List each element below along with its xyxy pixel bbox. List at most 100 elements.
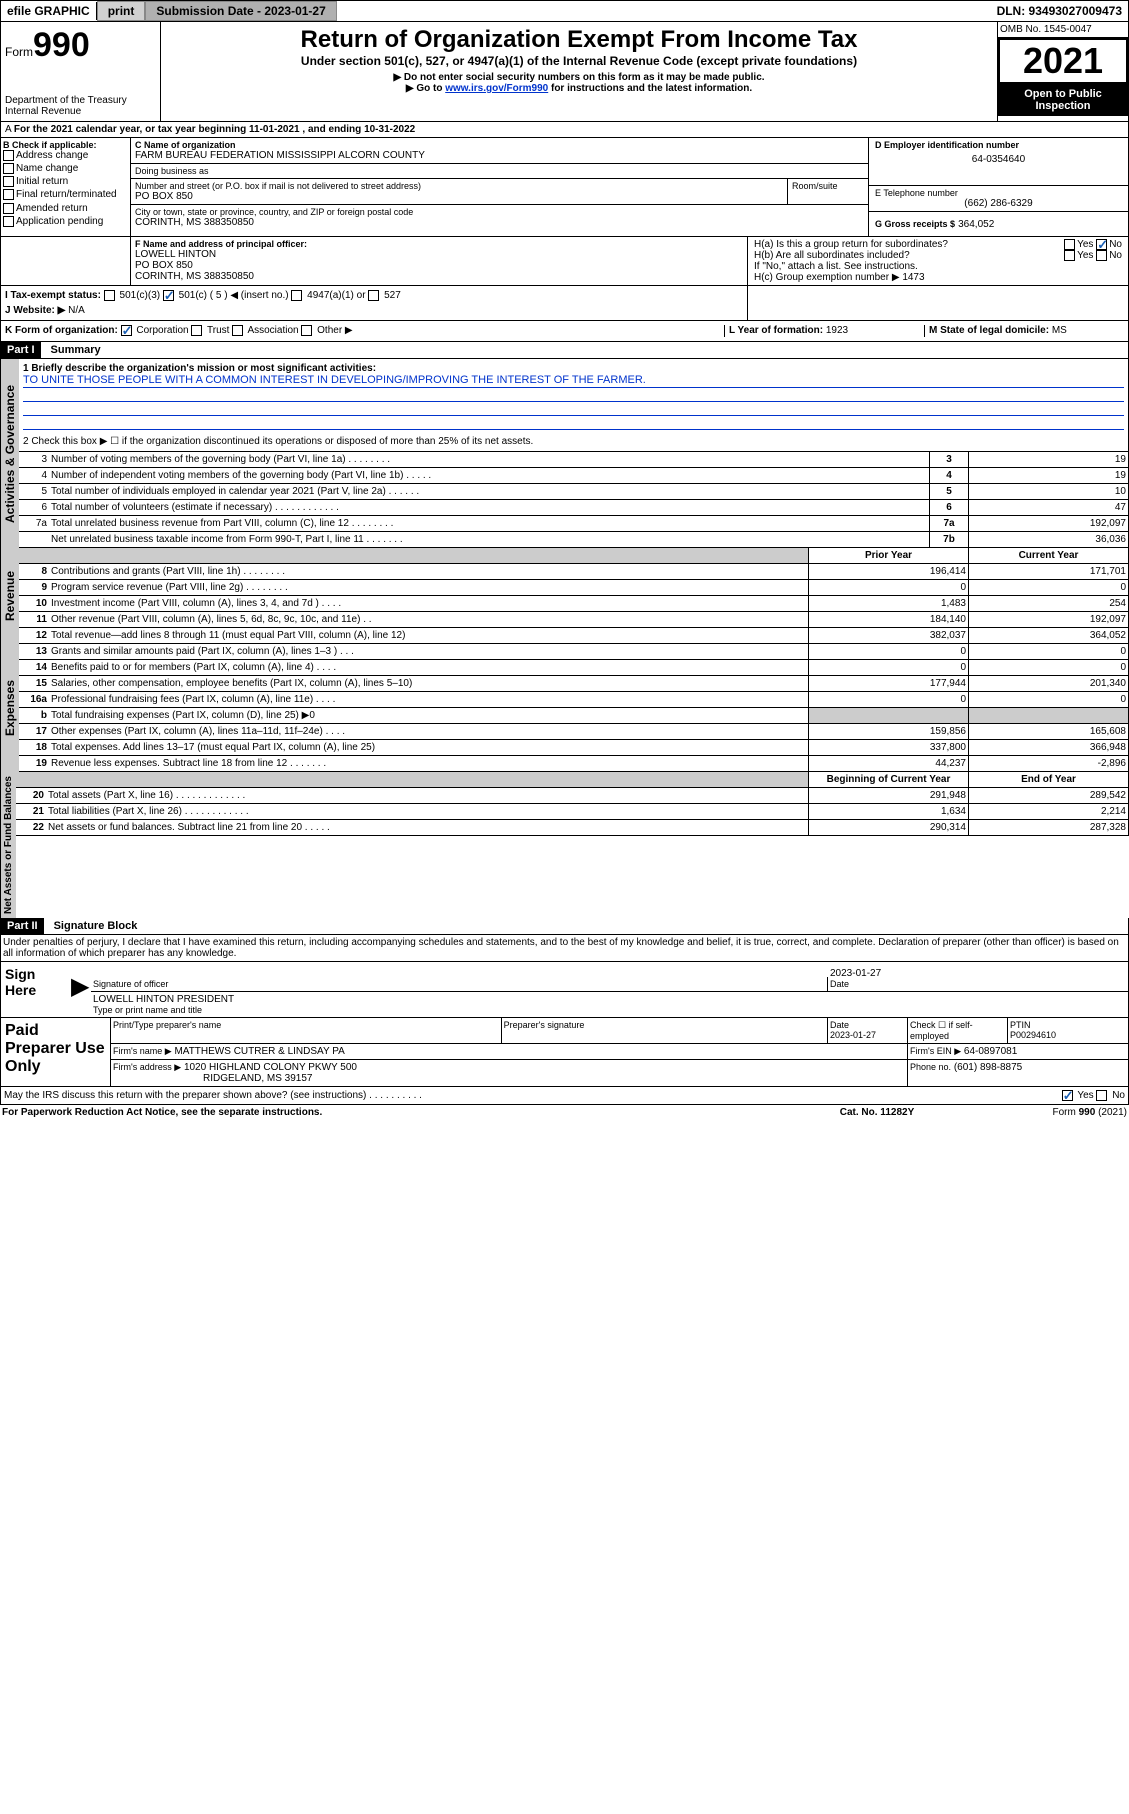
i-501c3-check[interactable] — [104, 290, 115, 301]
website-value: N/A — [68, 305, 85, 316]
prep-h2: Date — [830, 1020, 849, 1030]
i-527-check[interactable] — [368, 290, 379, 301]
prior-year-value: 291,948 — [809, 788, 969, 803]
k-assoc-check[interactable] — [232, 325, 243, 336]
check-address-change[interactable] — [3, 150, 14, 161]
row-box: 4 — [929, 468, 969, 483]
row-label: Number of independent voting members of … — [49, 468, 929, 483]
k-other-check[interactable] — [301, 325, 312, 336]
prior-year-value: 0 — [809, 692, 969, 707]
row-label: Total fundraising expenses (Part IX, col… — [49, 708, 809, 723]
row-label: Benefits paid to or for members (Part IX… — [49, 660, 809, 675]
row-value: 19 — [969, 468, 1129, 483]
submission-date-button[interactable]: Submission Date - 2023-01-27 — [145, 1, 336, 21]
row-label: Total liabilities (Part X, line 26) . . … — [46, 804, 809, 819]
row-num: 16a — [19, 692, 49, 707]
city-label: City or town, state or province, country… — [135, 207, 864, 217]
box-l-label: L Year of formation: — [729, 325, 823, 336]
row-label: Revenue less expenses. Subtract line 18 … — [49, 756, 809, 771]
table-row: 20 Total assets (Part X, line 16) . . . … — [16, 788, 1129, 804]
prior-year-value: 0 — [809, 580, 969, 595]
vert-expenses: Expenses — [1, 644, 19, 772]
hb-yes-check[interactable] — [1064, 250, 1075, 261]
line-a-begin: 11-01-2021 — [249, 124, 300, 135]
row-label: Net unrelated business taxable income fr… — [49, 532, 929, 547]
prep-h1: Preparer's signature — [502, 1018, 828, 1043]
current-year-value: -2,896 — [969, 756, 1129, 771]
k-trust-check[interactable] — [191, 325, 202, 336]
table-row: 17 Other expenses (Part IX, column (A), … — [19, 724, 1129, 740]
table-row: Net unrelated business taxable income fr… — [19, 532, 1129, 548]
table-row: 3 Number of voting members of the govern… — [19, 452, 1129, 468]
open-inspection: Open to Public Inspection — [998, 84, 1128, 116]
sign-here-label: Sign Here — [1, 962, 71, 1017]
discuss-no-check[interactable] — [1096, 1090, 1107, 1101]
current-year-value: 165,608 — [969, 724, 1129, 739]
check-amended-return[interactable] — [3, 203, 14, 214]
prior-year-value: 1,634 — [809, 804, 969, 819]
check-final-return[interactable] — [3, 189, 14, 200]
box-e-label: E Telephone number — [875, 188, 1122, 198]
k-corp: Corporation — [136, 326, 188, 337]
row-label: Total expenses. Add lines 13–17 (must eq… — [49, 740, 809, 755]
table-row: 13 Grants and similar amounts paid (Part… — [19, 644, 1129, 660]
print-button[interactable]: print — [97, 1, 146, 21]
footer-form: 990 — [1079, 1107, 1096, 1118]
check-initial-return[interactable] — [3, 176, 14, 187]
k-corp-check[interactable] — [121, 325, 132, 336]
prior-year-value: 1,483 — [809, 596, 969, 611]
i-opt4: 527 — [384, 290, 401, 301]
prior-year-value: 159,856 — [809, 724, 969, 739]
officer-printed-name: LOWELL HINTON PRESIDENT — [93, 994, 1126, 1005]
table-row: 21 Total liabilities (Part X, line 26) .… — [16, 804, 1129, 820]
current-year-value: 287,328 — [969, 820, 1129, 835]
hb-no-check[interactable] — [1096, 250, 1107, 261]
spacer — [337, 9, 991, 13]
discuss-text: May the IRS discuss this return with the… — [4, 1090, 1062, 1101]
phone-value: (662) 286-6329 — [875, 198, 1122, 209]
i-501c-check[interactable] — [163, 290, 174, 301]
form-prefix: Form — [5, 45, 33, 59]
firm-phone: (601) 898-8875 — [954, 1062, 1022, 1073]
row-label: Grants and similar amounts paid (Part IX… — [49, 644, 809, 659]
row-num: 15 — [19, 676, 49, 691]
row-num — [19, 532, 49, 547]
row-value: 47 — [969, 500, 1129, 515]
omb-label: OMB No. 1545-0047 — [998, 22, 1128, 38]
label-final-return: Final return/terminated — [16, 190, 117, 201]
q1-label: 1 Briefly describe the organization's mi… — [23, 363, 1124, 374]
row-box: 7a — [929, 516, 969, 531]
part1-title: Part I — [1, 342, 41, 358]
note2-post: for instructions and the latest informat… — [548, 83, 752, 94]
i-4947-check[interactable] — [291, 290, 302, 301]
row-label: Total number of individuals employed in … — [49, 484, 929, 499]
officer-sub-label: Type or print name and title — [93, 1005, 1126, 1015]
vert-governance: Activities & Governance — [1, 359, 19, 548]
row-box: 5 — [929, 484, 969, 499]
footer-pra: For Paperwork Reduction Act Notice, see … — [2, 1107, 777, 1118]
box-j-label: J Website: ▶ — [5, 305, 65, 316]
note2-link[interactable]: www.irs.gov/Form990 — [445, 83, 548, 94]
cell-shade — [969, 708, 1129, 723]
discuss-yes-check[interactable] — [1062, 1090, 1073, 1101]
ha-yes-check[interactable] — [1064, 239, 1075, 250]
table-row: b Total fundraising expenses (Part IX, c… — [19, 708, 1129, 724]
form-number: 990 — [33, 26, 90, 64]
row-num: 7a — [19, 516, 49, 531]
row-label: Other expenses (Part IX, column (A), lin… — [49, 724, 809, 739]
label-initial-return: Initial return — [16, 176, 68, 187]
firm-ein: 64-0897081 — [964, 1046, 1017, 1057]
ha-no-check[interactable] — [1096, 239, 1107, 250]
label-name-change: Name change — [16, 163, 78, 174]
ha-yes: Yes — [1077, 239, 1093, 250]
i-opt1: 501(c)(3) — [120, 290, 161, 301]
ha-no: No — [1109, 239, 1122, 250]
check-application-pending[interactable] — [3, 216, 14, 227]
box-g-label: G Gross receipts $ — [875, 219, 955, 229]
table-row: 4 Number of independent voting members o… — [19, 468, 1129, 484]
dba-label: Doing business as — [135, 166, 864, 176]
prep-h3: Check ☐ if self-employed — [908, 1018, 1008, 1043]
box-d-label: D Employer identification number — [875, 140, 1122, 150]
prior-year-value: 337,800 — [809, 740, 969, 755]
check-name-change[interactable] — [3, 163, 14, 174]
